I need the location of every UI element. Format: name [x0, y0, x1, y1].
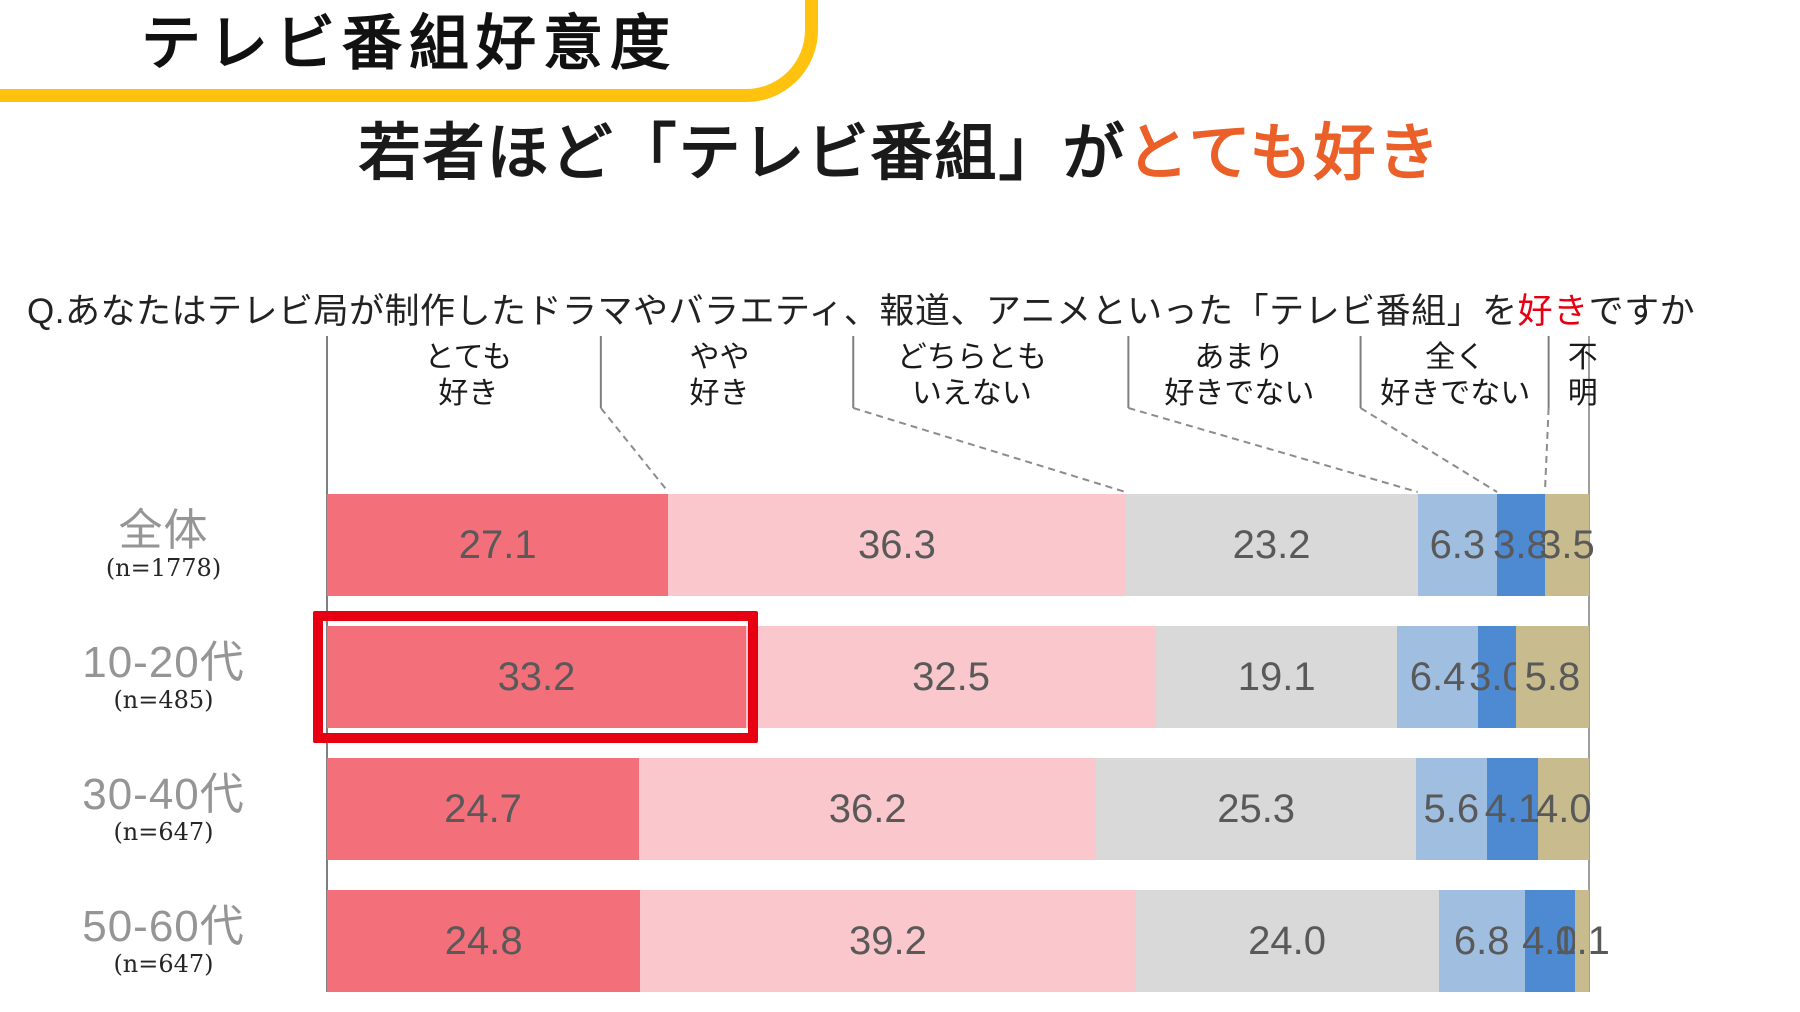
bar-segment: 19.1 [1156, 626, 1398, 728]
value-label: 5.8 [1524, 654, 1581, 699]
category-label-area: とても 好き やや 好き どちらとも いえない あまり 好きでない 全く 好きでない不明 [327, 330, 1598, 410]
bar-segment: 27.1 [327, 494, 669, 596]
category-label-line: やや [689, 341, 750, 374]
bar-segment: 4.0 [1522, 890, 1578, 992]
bar-segment: 36.2 [639, 758, 1097, 860]
question-prefix: Q.あなたはテレビ局が制作したドラマやバラエティ、報道、アニメといった「テレビ番… [27, 292, 1518, 331]
category-label-line: とても [424, 341, 513, 374]
bar-row-2: 24.7 36.2 25.3 5.6 4.1 4.0 [327, 758, 1592, 860]
category-label-line: あまり [1194, 341, 1285, 374]
category-label-line: 全く [1425, 341, 1486, 374]
bar-row-0: 27.1 36.3 23.2 6.3 3.8 3.5 [327, 494, 1595, 596]
row-name: 10-20代 [82, 637, 245, 687]
category-label-line: 好き [689, 377, 750, 410]
leader-line-1 [852, 407, 1126, 493]
leader-line-2 [1128, 407, 1418, 493]
bar-segment: 33.2 [327, 626, 746, 728]
bar-segment: 1.1 [1554, 890, 1610, 992]
value-label: 24.7 [444, 786, 522, 831]
category-label-line: どちらとも [896, 341, 1047, 374]
survey-question: Q.あなたはテレビ局が制作したドラマやバラエティ、報道、アニメといった「テレビ番… [27, 283, 1695, 334]
value-label: 4.0 [1535, 786, 1592, 831]
category-label-line: いえない [911, 377, 1032, 410]
value-label: 3.0 [1469, 654, 1525, 699]
value-label: 39.2 [848, 918, 927, 963]
value-label: 4.0 [1522, 918, 1578, 963]
bar-segment: 6.3 [1417, 494, 1498, 596]
category-label-line: 好きでない [1164, 377, 1315, 410]
row-label-1: 10-20代 (n=485) [0, 626, 327, 728]
category-label-1: やや 好き [689, 340, 749, 412]
category-label-line: 不 [1567, 341, 1598, 374]
leader-line-0 [600, 407, 670, 493]
category-label-4: 全く 好きでない [1380, 340, 1530, 412]
bar-row-1: 33.2 32.5 19.1 6.4 3.0 5.8 [313, 611, 1590, 743]
category-label-line: 明 [1567, 377, 1598, 410]
bar-row-3: 24.8 39.2 24.0 6.8 4.0 1.1 [327, 890, 1610, 992]
bar-segment: 5.6 [1415, 758, 1487, 860]
value-label: 6.4 [1409, 654, 1466, 699]
row-name: 全体 [118, 505, 209, 555]
bar-segment: 23.2 [1125, 494, 1418, 596]
question-suffix: ですか [1588, 292, 1696, 331]
bar-segment: 39.2 [640, 890, 1136, 992]
category-label-5: 不明 [1568, 340, 1598, 412]
leader-line-3 [1360, 407, 1498, 493]
value-label: 25.3 [1217, 786, 1296, 831]
row-sample-size: (n=647) [113, 949, 214, 978]
category-label-2: どちらとも いえない [897, 340, 1047, 412]
category-label-line: 好きでない [1380, 377, 1531, 410]
bar-segment: 3.0 [1469, 626, 1525, 728]
value-label: 5.6 [1423, 786, 1480, 831]
bar-segment: 24.7 [327, 758, 640, 860]
value-label: 19.1 [1237, 654, 1316, 699]
row-name: 30-40代 [82, 769, 245, 819]
row-sample-size: (n=647) [113, 817, 214, 846]
header-badge: テレビ番組好意度 [0, 0, 818, 102]
row-sample-size: (n=485) [113, 685, 214, 714]
value-label: 36.2 [828, 786, 907, 831]
leader-line-4 [1543, 407, 1550, 493]
page-title-black: 若者ほど「テレビ番組」が [358, 119, 1127, 188]
bar-segment: 24.8 [327, 890, 641, 992]
bar-segment: 6.8 [1438, 890, 1525, 992]
value-label: 27.1 [458, 522, 537, 567]
page-title: 若者ほど「テレビ番組」がとても好き [0, 102, 1800, 192]
bar-segment: 6.4 [1397, 626, 1478, 728]
value-label: 24.8 [444, 918, 523, 963]
value-label: 3.8 [1493, 522, 1549, 567]
stacked-bar-chart: とても 好き やや 好き どちらとも いえない あまり 好きでない 全く 好きでない不明 全体 (n… [0, 330, 1800, 1012]
category-label-line: 好き [438, 377, 499, 410]
row-label-0: 全体 (n=1778) [0, 494, 327, 596]
row-label-3: 50-60代 (n=647) [0, 890, 327, 992]
value-label: 36.3 [857, 522, 936, 567]
category-label-3: あまり 好きでない [1164, 340, 1314, 412]
value-label: 6.8 [1453, 918, 1510, 963]
value-label: 3.5 [1539, 522, 1595, 567]
row-name: 50-60代 [82, 901, 245, 951]
value-label: 24.0 [1248, 918, 1327, 963]
value-label: 33.2 [497, 654, 576, 699]
value-label: 23.2 [1232, 522, 1311, 567]
question-accent: 好き [1517, 292, 1589, 331]
bar-segment: 5.8 [1515, 626, 1590, 728]
category-label-0: とても 好き [425, 340, 513, 412]
badge-title: テレビ番組好意度 [141, 10, 677, 77]
bar-segment: 24.0 [1135, 890, 1439, 992]
row-sample-size: (n=1778) [105, 553, 222, 582]
bar-segment: 25.3 [1096, 758, 1416, 860]
value-label: 6.3 [1429, 522, 1486, 567]
bar-segment: 4.0 [1535, 758, 1592, 860]
bar-segment: 3.8 [1493, 494, 1549, 596]
value-label: 32.5 [912, 654, 990, 699]
bar-segment: 4.1 [1484, 758, 1541, 860]
value-label: 1.1 [1554, 918, 1610, 963]
bar-segment: 36.3 [668, 494, 1126, 596]
value-label: 4.1 [1484, 786, 1541, 831]
page-title-accent: とても好き [1126, 119, 1442, 188]
bar-segment: 32.5 [745, 626, 1157, 728]
row-label-2: 30-40代 (n=647) [0, 758, 327, 860]
bar-segment: 3.5 [1539, 494, 1595, 596]
